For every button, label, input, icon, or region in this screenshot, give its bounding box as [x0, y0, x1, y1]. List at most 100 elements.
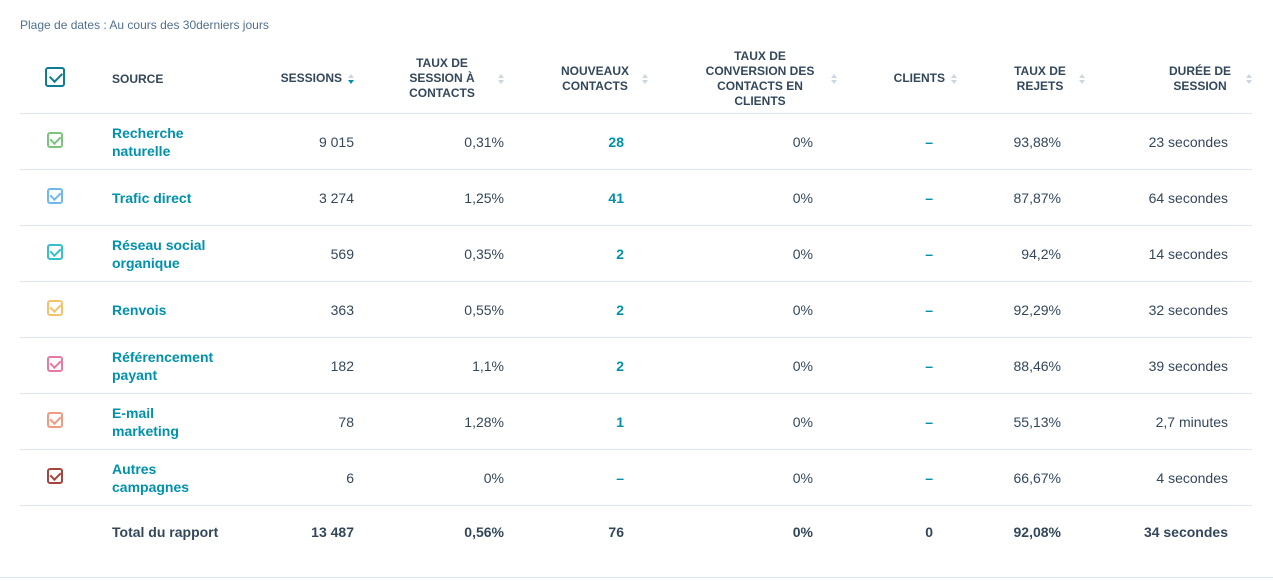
- total-duree-session: 34 secondes: [1143, 523, 1228, 540]
- taux-rejets-cell: 66,67%: [957, 449, 1085, 506]
- taux-session-cell: 0,35%: [354, 225, 504, 282]
- column-header-sessions[interactable]: SESSIONS: [218, 44, 354, 114]
- taux-session-cell: 0,31%: [354, 113, 504, 170]
- clients-cell: –: [925, 245, 933, 262]
- taux-session-cell: 1,28%: [354, 393, 504, 450]
- source-link[interactable]: Réseau social organique: [112, 236, 206, 271]
- clients-cell: –: [925, 189, 933, 206]
- row-checkbox[interactable]: [47, 132, 63, 148]
- taux-rejets-cell: 55,13%: [957, 393, 1085, 450]
- column-header-source[interactable]: SOURCE: [90, 44, 218, 114]
- duree-session-cell: 4 secondes: [1085, 449, 1252, 506]
- table-row: Renvois 363 0,55% 2 0% – 92,29% 32 secon…: [20, 281, 1252, 338]
- bottom-divider: [0, 577, 1273, 578]
- total-clients: 0: [925, 523, 933, 540]
- nouveaux-contacts-link[interactable]: –: [616, 469, 624, 486]
- column-header-taux-conversion[interactable]: TAUX DE CONVERSION DES CONTACTS EN CLIEN…: [648, 44, 837, 114]
- sessions-cell: 569: [218, 225, 354, 282]
- source-link[interactable]: E-mail marketing: [112, 404, 179, 439]
- header-row: SOURCE SESSIONS TAUX DE SESSION À CONTAC…: [20, 44, 1252, 114]
- column-header-taux-session-contacts[interactable]: TAUX DE SESSION À CONTACTS: [354, 44, 504, 114]
- sessions-cell: 78: [218, 393, 354, 450]
- table-row: Référencement payant 182 1,1% 2 0% – 88,…: [20, 337, 1252, 394]
- total-nouveaux-contacts: 76: [608, 523, 624, 540]
- date-range-label: Plage de dates : Au cours des 30derniers…: [20, 18, 269, 32]
- sort-icon[interactable]: [951, 73, 957, 84]
- nouveaux-contacts-link[interactable]: 2: [616, 301, 624, 318]
- taux-conversion-cell: 0%: [648, 449, 837, 506]
- taux-conversion-cell: 0%: [648, 337, 837, 394]
- clients-cell: –: [925, 133, 933, 150]
- sort-icon[interactable]: [642, 73, 648, 84]
- duree-session-cell: 64 secondes: [1085, 169, 1252, 226]
- nouveaux-contacts-link[interactable]: 1: [616, 413, 624, 430]
- sessions-cell: 9 015: [218, 113, 354, 170]
- total-label: Total du rapport: [112, 523, 219, 540]
- table-row: Trafic direct 3 274 1,25% 41 0% – 87,87%…: [20, 169, 1252, 226]
- taux-conversion-cell: 0%: [648, 169, 837, 226]
- duree-session-cell: 14 secondes: [1085, 225, 1252, 282]
- taux-session-cell: 1,25%: [354, 169, 504, 226]
- total-taux-rejets: 92,08%: [1013, 523, 1061, 540]
- sort-icon[interactable]: [1079, 73, 1085, 84]
- column-header-duree-session[interactable]: DURÉE DE SESSION: [1085, 44, 1252, 114]
- clients-cell: –: [925, 357, 933, 374]
- table-row: Réseau social organique 569 0,35% 2 0% –…: [20, 225, 1252, 282]
- taux-conversion-cell: 0%: [648, 113, 837, 170]
- total-taux-conversion: 0%: [792, 523, 813, 540]
- table-row: Recherche naturelle 9 015 0,31% 28 0% – …: [20, 113, 1252, 170]
- total-sessions: 13 487: [311, 523, 354, 540]
- taux-rejets-cell: 93,88%: [957, 113, 1085, 170]
- duree-session-cell: 23 secondes: [1085, 113, 1252, 170]
- column-header-clients[interactable]: CLIENTS: [837, 44, 957, 114]
- duree-session-cell: 2,7 minutes: [1085, 393, 1252, 450]
- table-row: E-mail marketing 78 1,28% 1 0% – 55,13% …: [20, 393, 1252, 450]
- taux-rejets-cell: 94,2%: [957, 225, 1085, 282]
- taux-session-cell: 0%: [354, 449, 504, 506]
- sessions-cell: 6: [218, 449, 354, 506]
- source-link[interactable]: Autres campagnes: [112, 460, 190, 495]
- row-checkbox[interactable]: [47, 412, 63, 428]
- source-link[interactable]: Recherche naturelle: [112, 124, 184, 159]
- taux-rejets-cell: 88,46%: [957, 337, 1085, 394]
- report-table: SOURCE SESSIONS TAUX DE SESSION À CONTAC…: [20, 44, 1252, 557]
- duree-session-cell: 39 secondes: [1085, 337, 1252, 394]
- row-checkbox[interactable]: [47, 188, 63, 204]
- row-checkbox[interactable]: [47, 300, 63, 316]
- source-link[interactable]: Trafic direct: [112, 189, 192, 206]
- nouveaux-contacts-link[interactable]: 41: [608, 189, 624, 206]
- column-header-taux-rejets[interactable]: TAUX DE REJETS: [957, 44, 1085, 114]
- sessions-cell: 182: [218, 337, 354, 394]
- sessions-cell: 3 274: [218, 169, 354, 226]
- row-checkbox[interactable]: [47, 468, 63, 484]
- source-link[interactable]: Renvois: [112, 301, 167, 318]
- row-checkbox[interactable]: [47, 356, 63, 372]
- taux-rejets-cell: 92,29%: [957, 281, 1085, 338]
- column-header-nouveaux-contacts[interactable]: NOUVEAUX CONTACTS: [504, 44, 648, 114]
- select-all-cell: [20, 44, 90, 114]
- clients-cell: –: [925, 413, 933, 430]
- duree-session-cell: 32 secondes: [1085, 281, 1252, 338]
- total-row: Total du rapport 13 487 0,56% 76 0% 0 92…: [20, 506, 1252, 558]
- source-link[interactable]: Référencement payant: [112, 348, 214, 383]
- sessions-cell: 363: [218, 281, 354, 338]
- taux-conversion-cell: 0%: [648, 393, 837, 450]
- table-row: Autres campagnes 6 0% – 0% – 66,67% 4 se…: [20, 449, 1252, 506]
- sort-icon[interactable]: [498, 73, 504, 84]
- clients-cell: –: [925, 469, 933, 486]
- sort-icon[interactable]: [348, 73, 354, 84]
- sort-icon[interactable]: [831, 73, 837, 84]
- taux-rejets-cell: 87,87%: [957, 169, 1085, 226]
- taux-session-cell: 0,55%: [354, 281, 504, 338]
- nouveaux-contacts-link[interactable]: 28: [608, 133, 624, 150]
- taux-session-cell: 1,1%: [354, 337, 504, 394]
- taux-conversion-cell: 0%: [648, 225, 837, 282]
- row-checkbox[interactable]: [47, 244, 63, 260]
- select-all-checkbox[interactable]: [45, 67, 65, 87]
- nouveaux-contacts-link[interactable]: 2: [616, 357, 624, 374]
- total-taux-session: 0,56%: [464, 523, 504, 540]
- nouveaux-contacts-link[interactable]: 2: [616, 245, 624, 262]
- taux-conversion-cell: 0%: [648, 281, 837, 338]
- sort-icon[interactable]: [1246, 73, 1252, 84]
- clients-cell: –: [925, 301, 933, 318]
